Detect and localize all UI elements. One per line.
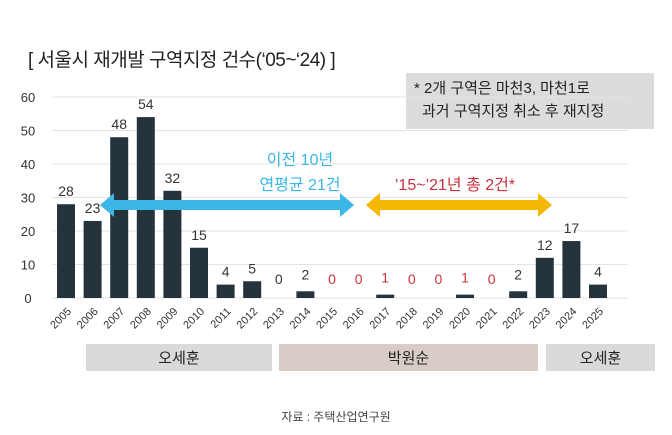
bar-2017: [376, 294, 395, 298]
y-tick-label: 10: [21, 258, 35, 273]
bar-2020: [456, 294, 474, 298]
period-label: 오세훈: [580, 350, 621, 367]
x-tick-label: 2009: [155, 306, 181, 332]
x-tick-label: 2020: [447, 306, 473, 332]
data-label-2010: 15: [191, 227, 207, 243]
x-tick-label: 2025: [580, 306, 606, 332]
period-label: 오세훈: [158, 350, 199, 367]
bar-2005: [57, 204, 75, 298]
y-tick-label: 30: [21, 191, 35, 206]
y-tick-label: 50: [21, 124, 35, 139]
bar-2006: [83, 220, 102, 298]
x-tick-label: 2017: [368, 306, 394, 332]
data-label-2024: 17: [564, 220, 580, 236]
blue-arrow-head-left: [100, 193, 114, 217]
x-tick-label: 2015: [314, 306, 340, 332]
period-label: 박원순: [388, 350, 430, 367]
data-label-2020: 1: [461, 270, 469, 286]
bar-2025: [589, 284, 607, 298]
data-label-2018: 0: [408, 271, 416, 287]
bar-2007: [110, 137, 129, 298]
x-tick-label: 2016: [341, 306, 367, 332]
period-band: [279, 344, 538, 371]
data-label-2023: 12: [537, 237, 553, 253]
orange-arrow-shaft: [378, 200, 540, 210]
blue-arrow-shaft: [112, 200, 342, 210]
bar-2022: [509, 291, 528, 298]
data-label-2016: 0: [355, 271, 363, 287]
data-label-2019: 0: [435, 271, 443, 287]
data-label-2022: 2: [514, 266, 522, 282]
y-tick-label: 40: [21, 157, 35, 172]
bar-2023: [535, 257, 554, 298]
data-label-2007: 48: [111, 116, 127, 132]
data-label-2014: 2: [302, 266, 310, 282]
bar-2024: [562, 241, 581, 298]
data-label-2017: 1: [381, 270, 389, 286]
x-tick-label: 2022: [501, 306, 527, 332]
x-tick-label: 2014: [288, 306, 314, 332]
data-label-2025: 4: [594, 264, 602, 280]
y-tick-label: 20: [21, 224, 35, 239]
data-label-2013: 0: [275, 271, 283, 287]
x-tick-label: 2010: [181, 306, 207, 332]
x-tick-label: 2005: [48, 306, 74, 332]
x-tick-label: 2024: [554, 306, 580, 332]
blue-annotation-line2: 연평균 21건: [259, 176, 340, 194]
period-band: [86, 344, 272, 371]
blue-annotation-line1: 이전 10년: [267, 151, 333, 169]
data-label-2012: 5: [248, 260, 256, 276]
x-tick-label: 2021: [474, 306, 500, 332]
x-tick-label: 2013: [261, 306, 287, 332]
data-label-2006: 23: [85, 200, 101, 216]
note-line-1: * 2개 구역은 마천3, 마천1로: [414, 80, 590, 97]
data-label-2015: 0: [328, 271, 336, 287]
x-tick-label: 2023: [527, 306, 553, 332]
source-text: 자료 : 주택산업연구원: [281, 410, 391, 424]
bar-2011: [216, 284, 235, 298]
data-label-2005: 28: [58, 183, 74, 199]
footnote-box: * 2개 구역은 마천3, 마천1로 과거 구역지정 취소 후 재지정: [406, 73, 654, 129]
chart-title: [ 서울시 재개발 구역지정 건수(‘05~‘24) ]: [28, 50, 336, 71]
data-label-2008: 54: [138, 96, 154, 112]
x-tick-label: 2006: [75, 306, 101, 332]
data-label-2009: 32: [165, 170, 181, 186]
blue-arrow-head-right: [340, 193, 354, 217]
orange-arrow-head-left: [366, 193, 380, 217]
y-tick-label: 0: [24, 291, 31, 306]
x-tick-label: 2018: [394, 306, 420, 332]
period-band: [546, 344, 655, 371]
x-tick-label: 2019: [421, 306, 447, 332]
x-tick-label: 2007: [102, 306, 128, 332]
orange-arrow-head-right: [538, 193, 552, 217]
bar-2012: [243, 281, 262, 298]
y-tick-label: 60: [21, 90, 35, 105]
data-label-2011: 4: [222, 264, 230, 280]
orange-annotation: ’15~’21년 총 2건*: [395, 176, 515, 194]
bar-2010: [190, 247, 208, 298]
x-tick-label: 2008: [128, 306, 154, 332]
bar-2014: [296, 291, 315, 298]
x-tick-label: 2012: [235, 306, 261, 332]
data-label-2021: 0: [488, 271, 496, 287]
bar-2009: [163, 190, 182, 298]
x-tick-label: 2011: [209, 306, 234, 331]
note-line-2: 과거 구역지정 취소 후 재지정: [422, 103, 605, 120]
